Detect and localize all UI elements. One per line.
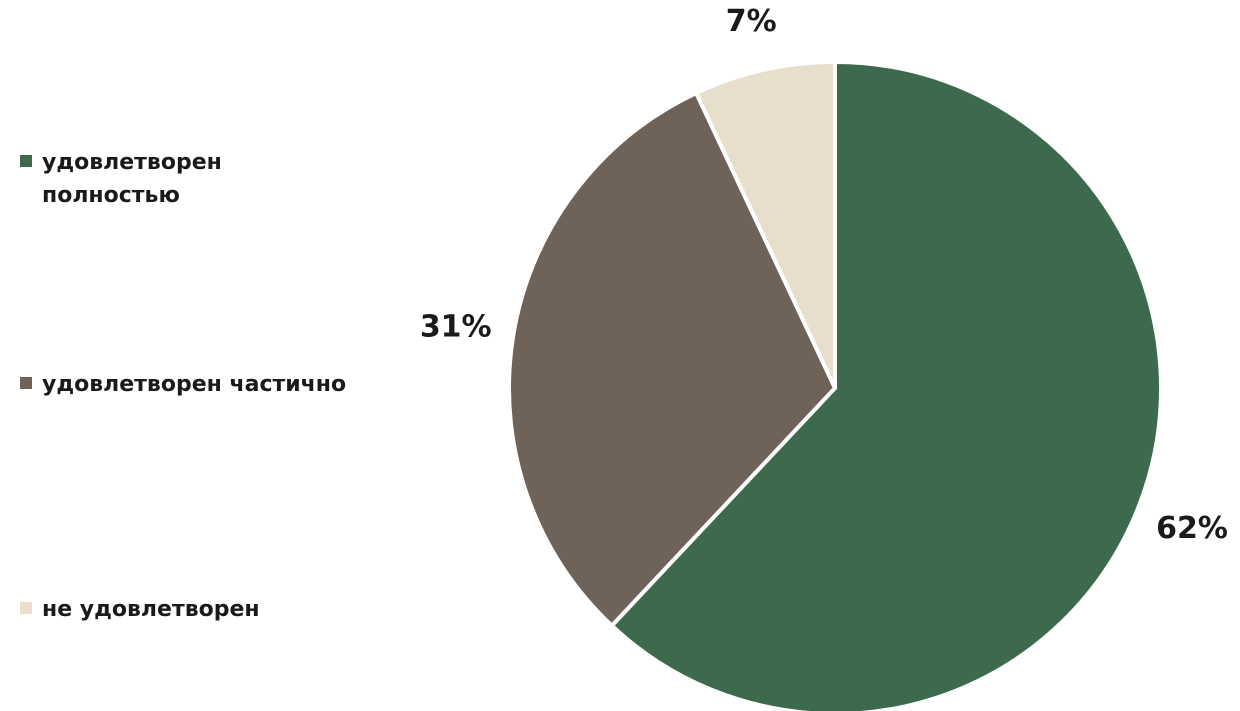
data-label-partial: 31% [420,309,492,344]
legend-swatch-none [20,602,32,614]
legend-item-full: удовлетворен полностью [20,146,272,212]
legend-label-partial: удовлетворен частично [42,372,347,397]
data-label-full: 62% [1156,511,1228,546]
legend-label-full: удовлетворен полностью [42,150,222,208]
legend-swatch-full [20,155,32,167]
legend-item-none: не удовлетворен [20,593,382,626]
data-label-none: 7% [726,4,777,39]
slice-partial [507,91,837,628]
slice-none [694,60,837,390]
legend-swatch-partial [20,377,32,389]
pie-slices [507,60,1163,711]
legend-label-none: не удовлетворен [42,597,260,622]
data-labels: 62% 31% 7% [420,4,1228,546]
slice-full [609,60,1163,711]
legend-item-partial: удовлетворен частично [20,368,382,401]
